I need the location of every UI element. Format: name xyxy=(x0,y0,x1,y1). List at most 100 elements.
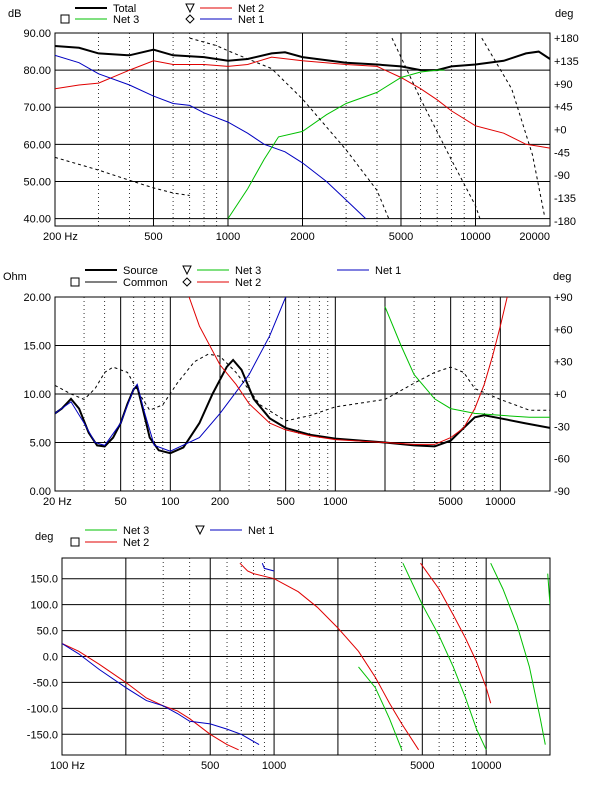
x-tick-label: 100 Hz xyxy=(50,760,85,772)
x-tick-label: 500 xyxy=(276,496,294,508)
y-tick-label: 0.00 xyxy=(30,486,51,498)
y-tick-label: 90.00 xyxy=(23,28,51,40)
y-unit-label: Ohm xyxy=(3,271,27,283)
series-line-net-2 xyxy=(55,56,550,149)
y2-tick-label: -135 xyxy=(554,193,576,205)
y2-tick-label: -90 xyxy=(554,486,570,498)
y2-tick-label: +60 xyxy=(554,324,573,336)
diamond-marker-icon xyxy=(182,277,192,287)
triangle-marker-icon xyxy=(195,525,205,536)
y-tick-label: 40.00 xyxy=(23,214,51,226)
x-tick-label: 5000 xyxy=(438,496,462,508)
y-tick-label: 150.0 xyxy=(30,574,58,586)
legend-label: Source xyxy=(123,265,158,277)
series-line-net-1 xyxy=(261,563,275,572)
y-unit-label: deg xyxy=(35,531,53,543)
series-line-net-3 xyxy=(358,666,403,750)
series-line-net-2 xyxy=(420,562,492,704)
x-tick-label: 500 xyxy=(144,231,162,243)
y2-tick-label: +0 xyxy=(554,125,567,137)
y2-tick-label: -60 xyxy=(554,454,570,466)
x-tick-label: 1000 xyxy=(323,496,347,508)
x-tick-label: 10000 xyxy=(460,231,491,243)
y2-tick-label: -180 xyxy=(554,216,576,228)
series-line-phase xyxy=(189,37,391,222)
y-tick-label: -150.0 xyxy=(27,729,58,741)
square-marker-icon xyxy=(70,537,80,547)
series-line-net-3 xyxy=(547,573,550,605)
series-line-phase xyxy=(391,37,482,222)
y-tick-label: 60.00 xyxy=(23,139,51,151)
x-tick-label: 10000 xyxy=(485,496,516,508)
legend-label: Net 3 xyxy=(123,525,149,537)
x-tick-label: 100 xyxy=(161,496,179,508)
y-tick-label: 10.00 xyxy=(23,389,51,401)
y-tick-label: 80.00 xyxy=(23,65,51,77)
chart-2: 20.00 15.00 10.00 5.00 0.00 +90 +60 +30 +0 -30 -60… xyxy=(3,265,573,508)
y2-tick-label: -90 xyxy=(554,170,570,182)
x-tick-label: 1000 xyxy=(216,231,240,243)
series-line-source xyxy=(55,358,550,455)
diamond-marker-icon xyxy=(185,14,195,24)
y2-tick-label: +0 xyxy=(554,389,567,401)
x-tick-label: 50 xyxy=(115,496,127,508)
y-tick-label: 50.0 xyxy=(37,626,58,638)
legend-label: Net 3 xyxy=(235,265,261,277)
series-line-net-3 xyxy=(227,69,445,219)
x-tick-label: 1000 xyxy=(262,760,286,772)
legend-label: Net 3 xyxy=(113,14,139,26)
y-tick-label: 100.0 xyxy=(30,600,58,612)
legend-label: Net 2 xyxy=(235,277,261,289)
y-tick-label: -100.0 xyxy=(27,703,58,715)
legend-label: Net 2 xyxy=(238,3,264,15)
square-marker-icon xyxy=(70,277,80,287)
series-line-phase xyxy=(55,156,190,196)
triangle-marker-icon xyxy=(182,265,192,276)
y2-unit-label: deg xyxy=(555,8,573,20)
series-line-net-2 xyxy=(188,297,508,445)
x-tick-label: 500 xyxy=(201,760,219,772)
series-line-net-1 xyxy=(55,54,367,219)
y-tick-label: 15.00 xyxy=(23,341,51,353)
legend-label: Net 1 xyxy=(238,14,264,26)
y2-tick-label: +30 xyxy=(554,357,573,369)
x-tick-label: 200 xyxy=(211,496,229,508)
y2-tick-label: +180 xyxy=(554,33,579,45)
series-line-total xyxy=(55,45,550,72)
series-line-net-1 xyxy=(62,643,260,746)
series-line-net-3 xyxy=(490,562,546,745)
y2-unit-label: deg xyxy=(553,271,571,283)
y2-tick-label: +90 xyxy=(554,79,573,91)
y-tick-label: 0.0 xyxy=(43,652,58,664)
series-line-net-3 xyxy=(402,562,487,751)
y-tick-label: 5.00 xyxy=(30,438,51,450)
y-tick-label: 20.00 xyxy=(23,292,51,304)
x-tick-label: 10000 xyxy=(471,760,502,772)
y2-tick-label: +45 xyxy=(554,102,573,114)
x-tick-label: 2000 xyxy=(290,231,314,243)
y-unit-label: dB xyxy=(8,8,21,20)
series-line-net-2 xyxy=(239,562,420,751)
x-tick-label: 5000 xyxy=(389,231,413,243)
y2-tick-label: -45 xyxy=(554,147,570,159)
series-line-net-1 xyxy=(55,297,287,452)
x-tick-label: 200 Hz xyxy=(43,231,78,243)
chart-1: 90.00 80.00 70.00 60.00 50.00 40.00 +180 +135 +9… xyxy=(8,3,579,243)
series-line-phase xyxy=(55,353,550,422)
x-tick-label: 20 Hz xyxy=(43,496,72,508)
legend-label: Common xyxy=(123,277,168,289)
chart-3: 150.0 100.0 50.0 0.0 -50.0 -100.0 -150.0 100 Hz… xyxy=(27,525,551,772)
square-marker-icon xyxy=(60,14,70,24)
legend-label: Net 2 xyxy=(123,537,149,549)
triangle-marker-icon xyxy=(185,3,195,14)
y-tick-label: 50.00 xyxy=(23,176,51,188)
series-line-net-3 xyxy=(384,306,550,418)
x-tick-label: 20000 xyxy=(519,231,550,243)
legend-label: Net 1 xyxy=(248,525,274,537)
y2-tick-label: +135 xyxy=(554,56,579,68)
y-tick-label: 70.00 xyxy=(23,102,51,114)
legend-label: Net 1 xyxy=(375,265,401,277)
y-tick-label: -50.0 xyxy=(33,677,58,689)
legend-label: Total xyxy=(113,3,136,15)
